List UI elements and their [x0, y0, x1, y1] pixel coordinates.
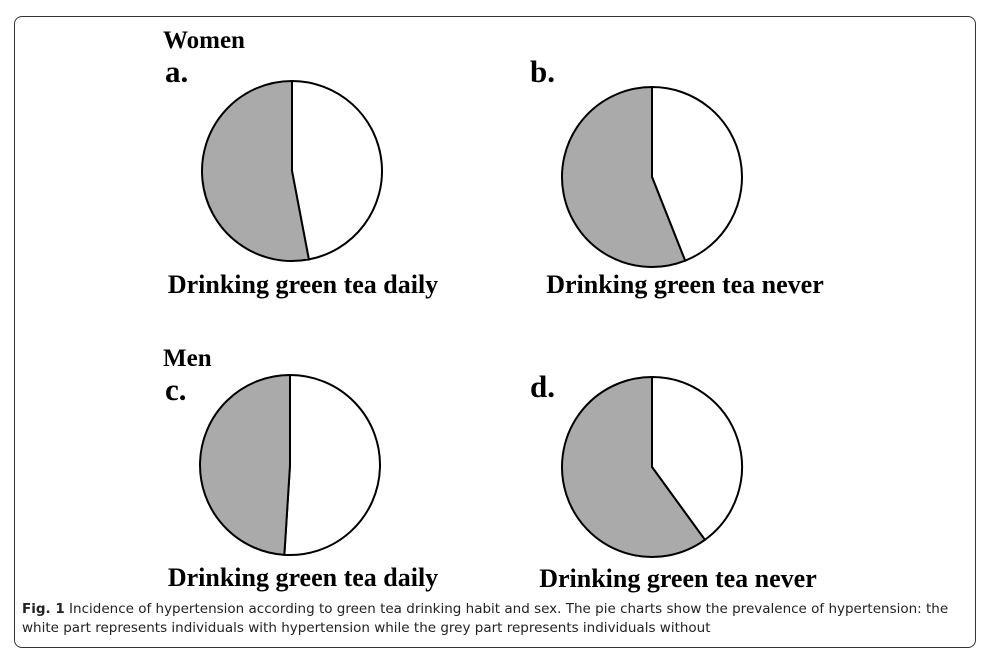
pie-slice — [651, 85, 743, 262]
figure-frame — [14, 16, 976, 648]
group-label: Men — [163, 345, 212, 372]
panel-label: d. — [530, 369, 555, 404]
panel-label: a. — [165, 54, 188, 89]
caption-text: Incidence of hypertension according to g… — [22, 601, 949, 636]
pie-slice — [283, 373, 381, 556]
group-label: Women — [163, 27, 245, 54]
pie-slice — [561, 85, 687, 268]
pie-title: Drinking green tea daily — [168, 270, 438, 299]
caption-label: Fig. 1 — [22, 601, 65, 617]
pie-slice — [201, 79, 311, 262]
pie-title: Drinking green tea never — [539, 564, 817, 593]
pie-slice — [199, 373, 291, 556]
panel-label: c. — [165, 372, 187, 407]
caption: Fig. 1 Incidence of hypertension accordi… — [22, 600, 967, 638]
pie-slice — [291, 79, 383, 261]
panel-label: b. — [530, 54, 555, 89]
pie-slice — [651, 375, 743, 542]
pie-slice — [561, 375, 707, 558]
pie-title: Drinking green tea never — [546, 270, 824, 299]
pie-title: Drinking green tea daily — [168, 563, 438, 592]
